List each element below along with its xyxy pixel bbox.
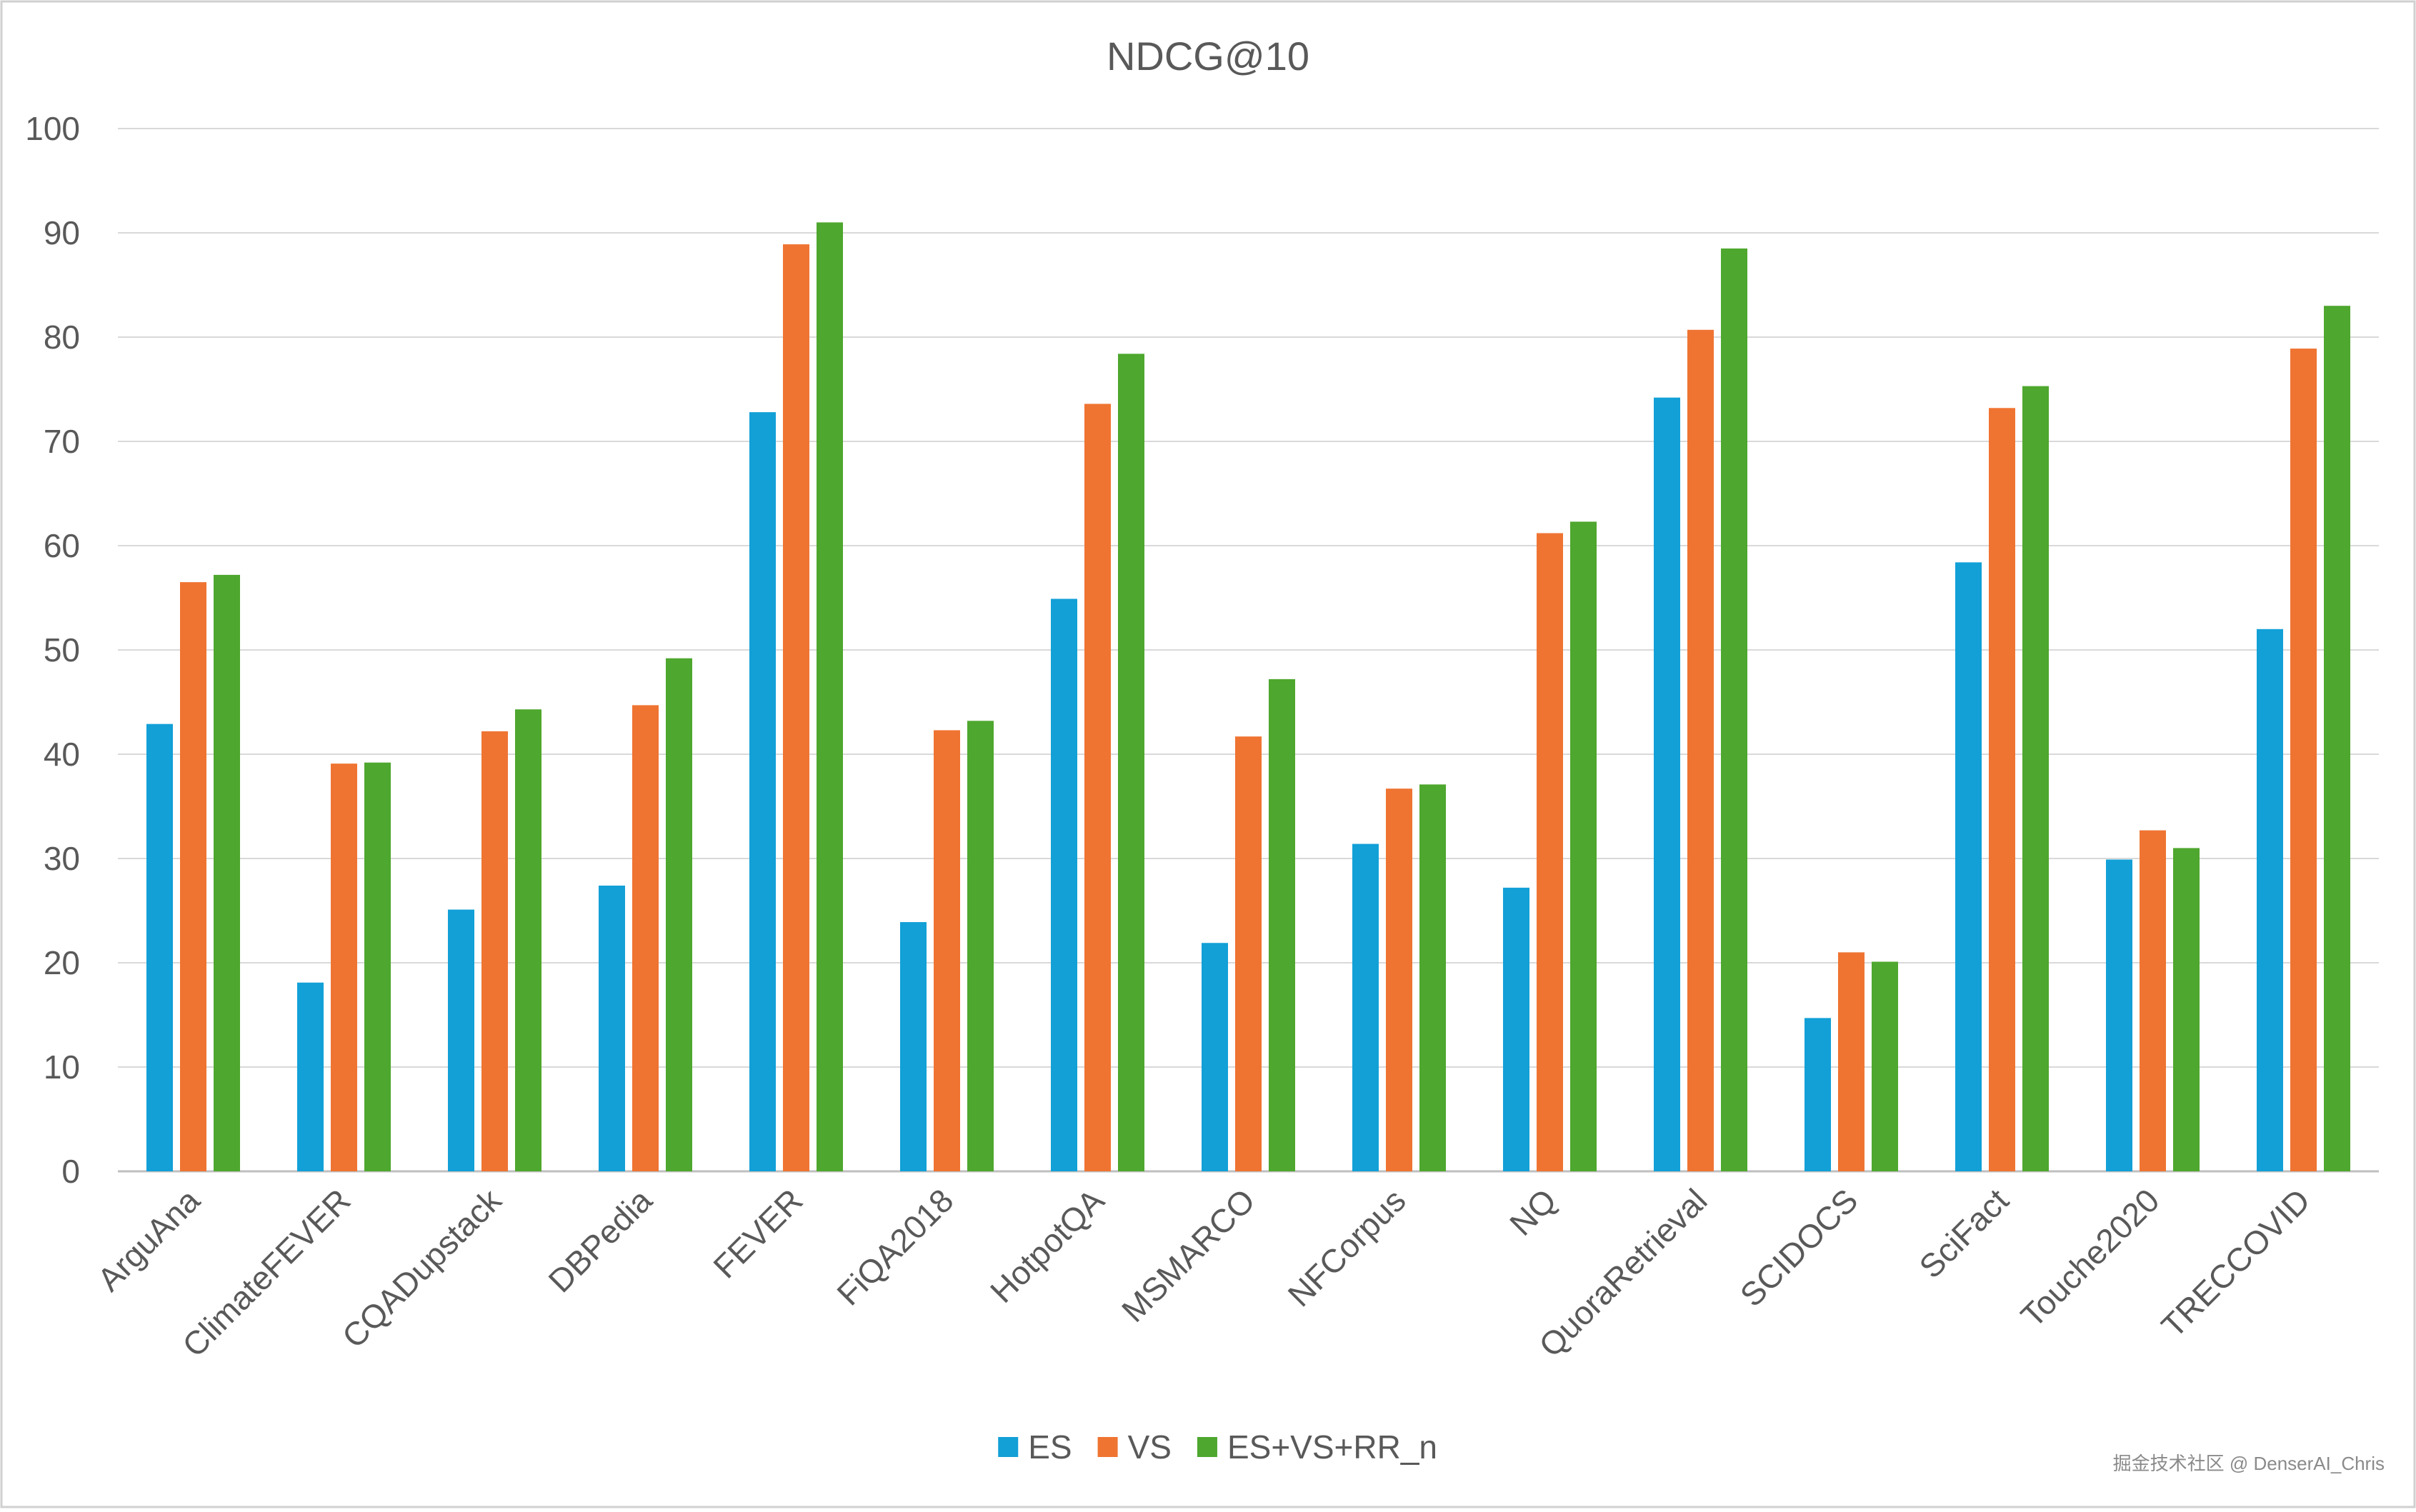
bar-DBPedia-ES+VS+RR_n (666, 658, 692, 1171)
bar-SciFact-VS (1989, 408, 2015, 1171)
y-tick-label: 30 (44, 840, 80, 877)
bar-MSMARCO-VS (1235, 736, 1262, 1171)
legend-item-VS: VS (1097, 1428, 1172, 1466)
bar-QuoraRetrieval-VS (1687, 329, 1714, 1171)
bar-FEVER-ES+VS+RR_n (817, 222, 843, 1171)
y-tick-label: 60 (44, 527, 80, 564)
bar-CQADupstack-ES+VS+RR_n (515, 709, 541, 1171)
chart-title: NDCG@10 (1107, 34, 1309, 79)
y-axis-tick-labels: 0 10 20 30 40 50 60 70 80 90 100 (25, 110, 80, 1190)
bar-TRECCOVID-VS (2290, 349, 2317, 1171)
y-tick-label: 50 (44, 631, 80, 669)
bar-Touche2020-ES+VS+RR_n (2173, 848, 2200, 1171)
bar-CQADupstack-ES (448, 909, 474, 1171)
y-tick-label: 0 (61, 1153, 80, 1190)
bar-TRECCOVID-ES+VS+RR_n (2324, 306, 2350, 1172)
bar-SciFact-ES (1955, 562, 1982, 1171)
bar-NQ-ES+VS+RR_n (1570, 521, 1597, 1171)
bar-NFCorpus-ES+VS+RR_n (1419, 784, 1446, 1171)
bar-ArguAna-VS (180, 582, 206, 1171)
legend-label: ES+VS+RR_n (1227, 1428, 1437, 1466)
legend-item-ES+VS+RR_n: ES+VS+RR_n (1197, 1428, 1437, 1466)
y-tick-label: 100 (25, 110, 80, 147)
bar-FiQA2018-ES+VS+RR_n (967, 721, 994, 1171)
bar-FEVER-ES (749, 412, 776, 1171)
bar-SCIDOCS-ES+VS+RR_n (1872, 961, 1898, 1171)
legend-swatch (1197, 1437, 1217, 1457)
y-tick-label: 40 (44, 736, 80, 773)
bar-ClimateFEVER-ES+VS+RR_n (364, 762, 391, 1171)
legend-item-ES: ES (998, 1428, 1072, 1466)
watermark-text: 掘金技术社区 @ DenserAI_Chris (2113, 1453, 2385, 1474)
bars (146, 222, 2350, 1172)
bar-DBPedia-ES (599, 885, 625, 1171)
bar-SCIDOCS-VS (1838, 952, 1865, 1171)
bar-HotpotQA-ES+VS+RR_n (1118, 354, 1144, 1171)
bar-ArguAna-ES+VS+RR_n (214, 574, 240, 1171)
bar-NQ-ES (1503, 887, 1529, 1171)
bar-HotpotQA-ES (1051, 599, 1077, 1171)
legend: ES VS ES+VS+RR_n (998, 1428, 1437, 1466)
bar-FEVER-VS (783, 244, 809, 1171)
bar-NFCorpus-VS (1386, 788, 1412, 1171)
bar-QuoraRetrieval-ES (1654, 397, 1680, 1172)
legend-swatch (998, 1437, 1019, 1457)
y-tick-label: 20 (44, 944, 80, 981)
bar-MSMARCO-ES+VS+RR_n (1269, 679, 1295, 1171)
bar-DBPedia-VS (632, 705, 659, 1171)
legend-swatch (1097, 1437, 1118, 1457)
bar-ArguAna-ES (146, 724, 173, 1171)
bar-ClimateFEVER-ES (297, 982, 324, 1171)
bar-Touche2020-ES (2106, 859, 2132, 1171)
y-tick-label: 70 (44, 423, 80, 460)
bar-SCIDOCS-ES (1804, 1018, 1831, 1171)
bar-Touche2020-VS (2140, 830, 2166, 1171)
y-tick-label: 80 (44, 319, 80, 356)
bar-HotpotQA-VS (1084, 404, 1111, 1172)
bar-NFCorpus-ES (1352, 843, 1379, 1171)
bar-MSMARCO-ES (1202, 943, 1228, 1171)
bar-SciFact-ES+VS+RR_n (2022, 386, 2049, 1171)
bar-FiQA2018-VS (934, 730, 960, 1171)
bar-TRECCOVID-ES (2257, 629, 2283, 1171)
y-tick-label: 90 (44, 214, 80, 251)
legend-label: VS (1128, 1428, 1172, 1466)
legend-label: ES (1028, 1428, 1072, 1466)
bar-ClimateFEVER-VS (331, 763, 357, 1171)
bar-CQADupstack-VS (481, 731, 508, 1171)
bar-NQ-VS (1537, 533, 1563, 1171)
bar-FiQA2018-ES (900, 922, 927, 1171)
y-tick-label: 10 (44, 1048, 80, 1086)
bar-QuoraRetrieval-ES+VS+RR_n (1721, 248, 1747, 1171)
